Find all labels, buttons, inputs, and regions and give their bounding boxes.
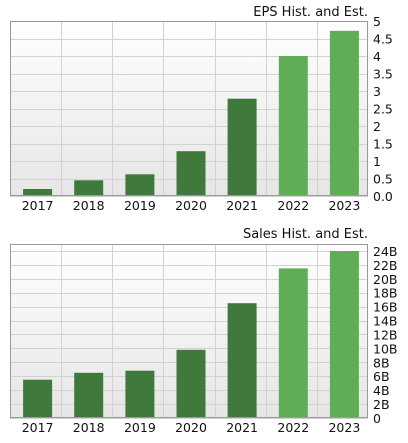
sales-bar-2020 xyxy=(176,349,206,418)
sales-ytick-label: 6B xyxy=(373,369,390,384)
sales-ytick-label: 4B xyxy=(373,383,390,398)
eps-ytick-label: 3.5 xyxy=(373,67,393,82)
eps-ytick-label: 2.5 xyxy=(373,102,393,117)
sales-xtick-label: 2019 xyxy=(124,420,156,435)
eps-ytick-label: 5 xyxy=(373,14,381,29)
sales-chart: Sales Hist. and Est. 02B4B6B8B10B12B14B1… xyxy=(10,227,397,435)
eps-xtick-label: 2018 xyxy=(73,198,105,213)
eps-ytick-label: 1.5 xyxy=(373,137,393,152)
eps-bar-2020 xyxy=(176,151,206,196)
eps-plot-frame xyxy=(10,21,368,196)
eps-bar-2017 xyxy=(23,189,53,196)
eps-bar-2019 xyxy=(125,174,155,196)
sales-bar-2017 xyxy=(23,379,53,418)
eps-bar-2018 xyxy=(74,180,104,197)
eps-ytick-label: 0.5 xyxy=(373,172,393,187)
eps-ytick-label: 0.0 xyxy=(373,189,393,204)
eps-ytick-label: 3 xyxy=(373,84,381,99)
sales-bar-2022 xyxy=(278,268,308,418)
sales-bar-2023 xyxy=(329,251,359,418)
sales-chart-title: Sales Hist. and Est. xyxy=(243,227,368,242)
eps-xtick-label: 2021 xyxy=(226,198,258,213)
eps-bar-2021 xyxy=(227,98,257,196)
eps-ytick-label: 2 xyxy=(373,119,381,134)
sales-ytick-label: 18B xyxy=(373,286,397,301)
sales-bar-2021 xyxy=(227,303,257,418)
sales-ytick-label: 2B xyxy=(373,397,390,412)
sales-ytick-label: 22B xyxy=(373,258,397,273)
sales-ytick-label: 16B xyxy=(373,300,397,315)
eps-bar-2023 xyxy=(329,30,359,196)
eps-xtick-label: 2023 xyxy=(328,198,360,213)
eps-bar-2022 xyxy=(278,56,308,196)
sales-ytick-label: 0 xyxy=(373,411,381,426)
eps-ytick-label: 4 xyxy=(373,49,381,64)
sales-xtick-label: 2017 xyxy=(22,420,54,435)
sales-ytick-label: 24B xyxy=(373,244,397,259)
sales-ytick-label: 10B xyxy=(373,341,397,356)
sales-plot-frame xyxy=(10,244,368,418)
sales-bar-2018 xyxy=(74,372,104,418)
eps-chart: EPS Hist. and Est. 0.0 0.5 1 1.5 2 2.5 3 3.5 4 4.… xyxy=(10,5,393,213)
sales-xtick-label: 2023 xyxy=(328,420,360,435)
sales-ytick-label: 20B xyxy=(373,272,397,287)
eps-xtick-label: 2020 xyxy=(175,198,207,213)
sales-xtick-label: 2021 xyxy=(226,420,258,435)
sales-xtick-label: 2018 xyxy=(73,420,105,435)
sales-xtick-label: 2022 xyxy=(277,420,309,435)
eps-ytick-label: 1 xyxy=(373,154,381,169)
sales-ytick-label: 14B xyxy=(373,314,397,329)
eps-xtick-label: 2017 xyxy=(22,198,54,213)
sales-xtick-label: 2020 xyxy=(175,420,207,435)
sales-ytick-label: 12B xyxy=(373,328,397,343)
eps-ytick-label: 4.5 xyxy=(373,32,393,47)
eps-chart-title: EPS Hist. and Est. xyxy=(253,5,368,20)
sales-ytick-label: 8B xyxy=(373,355,390,370)
eps-xtick-label: 2019 xyxy=(124,198,156,213)
sales-bar-2019 xyxy=(125,370,155,418)
eps-xtick-label: 2022 xyxy=(277,198,309,213)
